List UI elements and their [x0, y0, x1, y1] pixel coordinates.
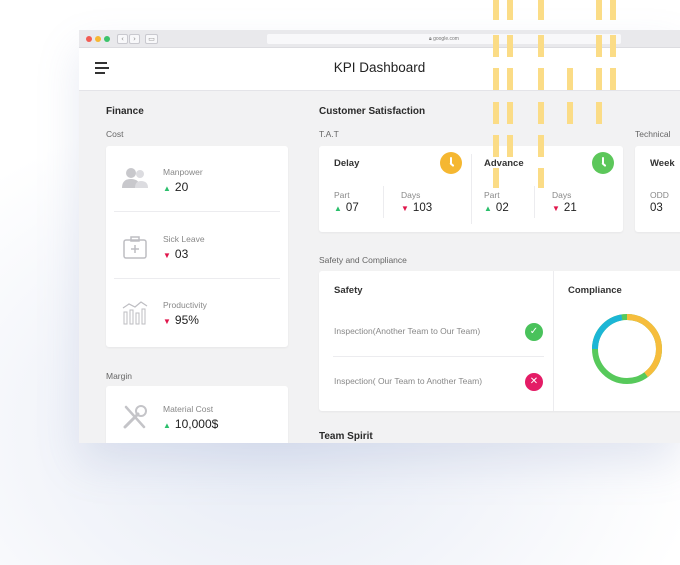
tools-icon	[123, 405, 147, 429]
back-icon[interactable]: ‹	[117, 34, 128, 44]
delay-days-label: Days	[401, 190, 421, 200]
finance-title: Finance	[106, 106, 144, 117]
divider	[534, 186, 535, 218]
tat-label: T.A.T	[319, 129, 339, 139]
trend-down-icon: ▼	[163, 317, 171, 326]
clock-icon	[592, 152, 614, 174]
url-text: google.com	[433, 36, 459, 42]
cost-item-label: Manpower	[163, 167, 203, 177]
divider	[114, 278, 280, 279]
cost-item-value: ▼ 03	[163, 247, 189, 261]
delay-part-label: Part	[334, 190, 350, 200]
trend-down-icon: ▼	[552, 204, 560, 213]
close-icon: ✕	[525, 373, 543, 391]
tat-card: Delay Part ▲ 07 Days ▼ 103 Advance Part ▲ 0…	[319, 146, 623, 232]
compliance-donut-chart	[592, 314, 662, 384]
margin-label: Margin	[106, 371, 132, 381]
advance-days-value: ▼ 21	[552, 202, 577, 214]
margin-card: Material Cost ▲ 10,000$	[106, 386, 288, 443]
divider	[553, 271, 554, 411]
safety-compliance-card: Safety Inspection(Another Team to Our Te…	[319, 271, 680, 411]
first-aid-icon	[123, 236, 147, 259]
week-title: Week	[650, 158, 675, 169]
lock-icon: 🔒︎	[429, 36, 434, 42]
donut-segment-yellow	[592, 314, 662, 384]
delay-part-value: ▲ 07	[334, 202, 359, 214]
cost-card: Manpower ▲ 20 Sick Leave ▼ 03	[106, 146, 288, 347]
trend-up-icon: ▲	[163, 421, 171, 430]
customer-satisfaction-title: Customer Satisfaction	[319, 106, 426, 117]
address-bar[interactable]: 🔒︎ google.com	[267, 34, 621, 44]
inspection-label: Inspection( Our Team to Another Team)	[334, 376, 483, 386]
cost-item-sick-leave[interactable]: Sick Leave ▼ 03	[106, 213, 288, 279]
trend-down-icon: ▼	[401, 204, 409, 213]
forward-icon[interactable]: ›	[129, 34, 140, 44]
advance-part-label: Part	[484, 190, 500, 200]
compliance-title: Compliance	[568, 285, 622, 296]
technical-label: Technical	[635, 129, 671, 139]
advance-days-label: Days	[552, 190, 572, 200]
sidebar-toggle-icon[interactable]: ▭	[145, 34, 158, 44]
safety-title: Safety	[334, 285, 363, 296]
close-window-dot[interactable]	[86, 36, 92, 42]
trend-up-icon: ▲	[334, 204, 342, 213]
app-header: KPI Dashboard	[79, 48, 680, 91]
cost-item-label: Sick Leave	[163, 234, 205, 244]
cost-item-value: ▲ 20	[163, 180, 189, 194]
donut-segment-cyan	[592, 314, 662, 384]
safety-compliance-label: Safety and Compliance	[319, 255, 407, 265]
cost-item-productivity[interactable]: Productivity ▼ 95%	[106, 280, 288, 347]
productivity-chart-icon	[122, 301, 148, 325]
divider	[114, 211, 280, 212]
menu-icon[interactable]	[95, 62, 109, 74]
odd-value: 03	[650, 202, 663, 214]
cost-item-value: ▼ 95%	[163, 313, 199, 327]
minimize-window-dot[interactable]	[95, 36, 101, 42]
clock-icon	[440, 152, 462, 174]
advance-title: Advance	[484, 158, 524, 169]
divider	[471, 154, 472, 224]
users-icon	[122, 168, 148, 188]
cost-label: Cost	[106, 129, 124, 139]
technical-card: Week ODD 03	[635, 146, 680, 232]
cost-item-label: Productivity	[163, 300, 207, 310]
trend-up-icon: ▲	[163, 184, 171, 193]
inspection-label: Inspection(Another Team to Our Team)	[334, 326, 481, 336]
divider	[333, 356, 544, 357]
delay-title: Delay	[334, 158, 360, 169]
delay-days-value: ▼ 103	[401, 202, 433, 214]
cost-item-manpower[interactable]: Manpower ▲ 20	[106, 146, 288, 212]
advance-part-value: ▲ 02	[484, 202, 509, 214]
margin-item-label: Material Cost	[163, 404, 214, 414]
trend-down-icon: ▼	[163, 251, 171, 260]
team-spirit-title: Team Spirit	[319, 431, 373, 442]
maximize-window-dot[interactable]	[104, 36, 110, 42]
browser-chrome: ‹ › ▭ 🔒︎ google.com	[79, 30, 680, 48]
margin-item-material-cost[interactable]: Material Cost ▲ 10,000$	[106, 386, 288, 443]
odd-label: ODD	[650, 190, 669, 200]
check-icon: ✓	[525, 323, 543, 341]
divider	[383, 186, 384, 218]
browser-window: ‹ › ▭ 🔒︎ google.com KPI Dashboard Financ…	[79, 30, 680, 443]
margin-item-value: ▲ 10,000$	[163, 417, 219, 431]
page-title: KPI Dashboard	[333, 60, 426, 75]
trend-up-icon: ▲	[484, 204, 492, 213]
